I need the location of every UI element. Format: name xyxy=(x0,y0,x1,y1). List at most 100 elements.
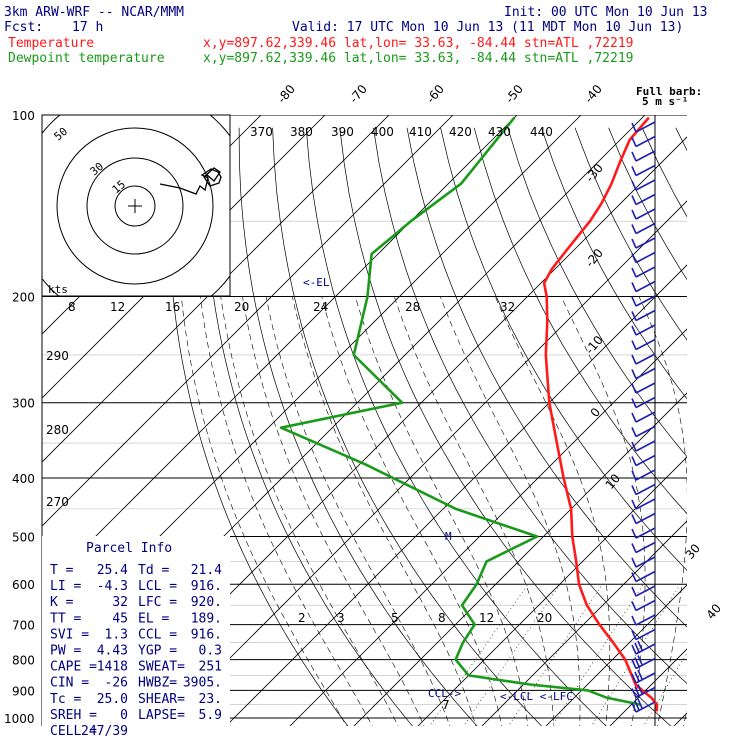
mixing-ratio-label: 20 xyxy=(234,300,249,314)
mixing-ratio-label: 16 xyxy=(165,300,180,314)
parcel-info-cell: 3905. xyxy=(183,676,222,691)
dry-adiabat xyxy=(168,127,349,726)
theta-label: 440 xyxy=(530,125,553,139)
moist-adiabat xyxy=(494,296,611,726)
hodograph: 50 30 15 kts xyxy=(41,114,231,297)
isotherm-line xyxy=(42,115,518,591)
isotherm-label: -60 xyxy=(424,82,447,106)
wind-barb xyxy=(631,135,656,148)
theta-label: 410 xyxy=(409,125,432,139)
melting-level-marker: M xyxy=(445,530,452,543)
mixing-ratio-label: 3 xyxy=(337,611,345,625)
isotherm-label: -80 xyxy=(275,82,298,106)
pressure-label: 900 xyxy=(12,684,35,698)
theta-side-label: 280 xyxy=(46,423,69,437)
forecast-label: Fcst: xyxy=(4,20,43,35)
dry-adiabat xyxy=(204,127,413,726)
dry-adiabat xyxy=(238,127,478,726)
isotherm-line xyxy=(733,87,740,730)
wind-barb xyxy=(631,353,656,365)
wind-barb xyxy=(631,396,656,409)
mixing-ratio-label: 2 xyxy=(298,611,306,625)
temperature-location: x,y=897.62,339.46 lat,lon= 33.63, -84.44… xyxy=(203,36,633,51)
barb-label-line2: 5 m s⁻¹ xyxy=(642,95,688,108)
barb-label-line1: Full barb: xyxy=(636,85,702,98)
parcel-info-cell: 23. xyxy=(199,692,222,707)
theta-label: 400 xyxy=(371,125,394,139)
wind-barb xyxy=(631,179,656,191)
theta-side-label: 270 xyxy=(46,495,69,509)
theta-label: 380 xyxy=(290,125,313,139)
wind-barb xyxy=(631,266,656,278)
wind-barb xyxy=(631,411,656,423)
wind-barb xyxy=(631,585,656,597)
wind-barb xyxy=(631,324,656,336)
forecast-hour: 17 h xyxy=(72,20,103,35)
parcel-info-cell: 0 xyxy=(120,708,128,723)
valid-time: Valid: 17 UTC Mon 10 Jun 13 (11 MDT Mon … xyxy=(292,20,683,35)
hodograph-units: kts xyxy=(48,283,68,296)
isotherm-line xyxy=(42,115,454,527)
parcel-info-cell: Td = xyxy=(138,563,169,578)
dry-adiabat xyxy=(608,127,687,281)
wind-barb xyxy=(631,498,656,510)
parcel-info-cell: CELL = xyxy=(50,724,97,739)
parcel-info-cell: HWBZ= xyxy=(138,676,177,691)
parcel-info-cell: 1418 xyxy=(97,660,128,675)
theta-label: 420 xyxy=(449,125,472,139)
wind-barb xyxy=(631,570,656,583)
parcel-info-cell: T = xyxy=(50,563,74,578)
parcel-info-cell: TT = xyxy=(50,611,81,626)
mixing-ratio-label: 24 xyxy=(313,300,328,314)
isotherm-line xyxy=(417,456,687,726)
temperature-legend: Temperature xyxy=(8,36,94,51)
wind-barb xyxy=(631,121,656,133)
pressure-label: 300 xyxy=(12,397,35,411)
wind-barb xyxy=(631,280,656,293)
moist-adiabat xyxy=(560,296,646,726)
isotherm-line xyxy=(545,584,687,726)
el-marker: <-EL xyxy=(303,276,330,289)
parcel-info-cell: 916. xyxy=(191,579,222,594)
temperature-profile xyxy=(542,116,659,712)
parcel-info-cell: 920. xyxy=(191,595,222,610)
wind-barb xyxy=(631,309,656,322)
dry-adiabat xyxy=(541,127,687,400)
mixing-ratio-line xyxy=(591,584,681,726)
pressure-label: 600 xyxy=(12,578,35,592)
pressure-label: 700 xyxy=(12,619,35,633)
isotherm-label: -70 xyxy=(347,82,370,106)
moist-adiabat xyxy=(733,297,740,731)
parcel-info-cell: SVI = xyxy=(50,627,89,642)
wind-barbs xyxy=(631,121,656,713)
mixing-ratio-label: 8 xyxy=(68,300,76,314)
wind-barb xyxy=(631,541,656,554)
parcel-info-cell: 25.0 xyxy=(97,692,128,707)
moist-adiabat xyxy=(292,296,477,726)
parcel-info-cell: 5.9 xyxy=(199,708,222,723)
wind-barb xyxy=(631,669,656,684)
parcel-info-panel: Parcel Info T = 25.4 Td = 21.4 LI = -4.3 LCL =… xyxy=(42,536,230,739)
wind-barb xyxy=(631,655,656,670)
model-title: 3km ARW-WRF -- NCAR/MMM xyxy=(4,5,184,20)
parcel-info-cell: 32 xyxy=(112,595,128,610)
mixing-ratio-label: 7 xyxy=(442,698,450,712)
parcel-info-cell: CCL = xyxy=(138,627,177,642)
moist-adiabat xyxy=(638,296,687,726)
parcel-info-cell: 4.43 xyxy=(97,644,128,659)
wind-barb xyxy=(631,222,656,235)
wind-barb xyxy=(631,512,656,525)
theta-label: 390 xyxy=(331,125,354,139)
parcel-info-title: Parcel Info xyxy=(86,541,172,556)
wind-barb xyxy=(631,556,656,568)
parcel-info-cell: 0.3 xyxy=(199,644,222,659)
parcel-info-cell: SREH = xyxy=(50,708,97,723)
parcel-info-cell: 247/39 xyxy=(81,724,128,739)
mixing-ratio-line xyxy=(463,584,561,726)
mixing-ratio-label: 12 xyxy=(110,300,125,314)
theta-side-label: 290 xyxy=(46,349,69,363)
parcel-info-cell: 916. xyxy=(191,627,222,642)
isotherm-label: -40 xyxy=(582,82,605,106)
dewpoint-legend: Dewpoint temperature xyxy=(8,51,165,66)
